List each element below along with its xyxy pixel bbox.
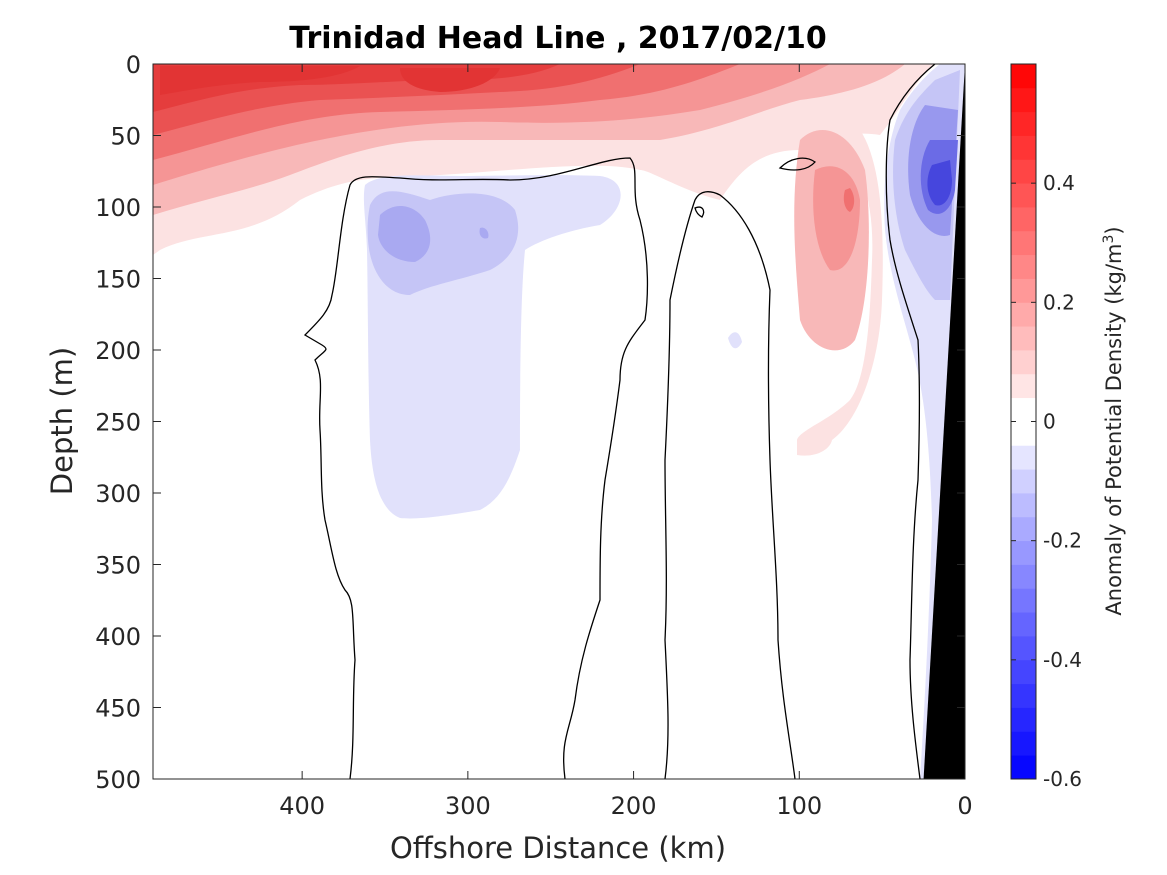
- colorbar-band: [1011, 397, 1036, 422]
- colorbar-band: [1011, 207, 1036, 232]
- colorbar-band: [1011, 302, 1036, 327]
- y-axis: 0 50 100 150 200 250 300 350 400 450 500: [95, 51, 965, 794]
- y-tick-label: 150: [95, 266, 141, 294]
- colorbar-band: [1011, 564, 1036, 589]
- zero-contour-loop-a: [778, 157, 816, 171]
- colorbar-band: [1011, 445, 1036, 470]
- colorbar-band: [1011, 731, 1036, 756]
- y-tick-label: 0: [126, 51, 141, 79]
- colorbar-ticks: 0.4 0.2 0 -0.2 -0.4 -0.6: [1011, 171, 1082, 791]
- negative-speck: [728, 332, 742, 349]
- x-tick-label: 100: [776, 792, 822, 820]
- plot-area: 400 300 200 100 0 0 50 100 150 200 250 300 350 400 45…: [95, 51, 972, 820]
- positive-core-west: [160, 66, 360, 95]
- x-tick-label: 300: [445, 792, 491, 820]
- zero-contour-west: [303, 157, 649, 779]
- y-tick-label: 250: [95, 409, 141, 437]
- colorbar-band: [1011, 421, 1036, 446]
- colorbar-label-main: Anomaly of Potential Density (kg/m: [1102, 244, 1126, 616]
- x-axis-label: Offshore Distance (km): [390, 831, 726, 865]
- colorbar-tick-label: -0.6: [1043, 767, 1082, 791]
- y-tick-label: 450: [95, 695, 141, 723]
- x-tick-label: 0: [957, 792, 972, 820]
- y-tick-label: 400: [95, 623, 141, 651]
- density-anomaly-field: [153, 64, 965, 779]
- colorbar-band: [1011, 755, 1036, 780]
- y-tick-label: 300: [95, 480, 141, 508]
- colorbar-band: [1011, 373, 1036, 399]
- colorbar-band: [1011, 254, 1036, 279]
- colorbar-band: [1011, 636, 1036, 661]
- colorbar-tick-label: 0.4: [1043, 171, 1075, 195]
- colorbar-band: [1011, 326, 1036, 351]
- x-tick-label: 400: [279, 792, 325, 820]
- colorbar-label-end: ): [1102, 226, 1126, 234]
- zero-contour-east: [885, 64, 936, 779]
- colorbar-band: [1011, 683, 1036, 708]
- y-tick-label: 350: [95, 552, 141, 580]
- colorbar-band: [1011, 707, 1036, 732]
- colorbar-tick-label: 0.2: [1043, 290, 1075, 314]
- colorbar-band: [1011, 350, 1036, 375]
- surface-positive-anomaly: [153, 64, 935, 255]
- y-tick-label: 200: [95, 337, 141, 365]
- colorbar-band: [1011, 135, 1036, 160]
- colorbar-band: [1011, 588, 1036, 613]
- colorbar-band: [1011, 87, 1036, 113]
- bathymetry-mask: [923, 64, 965, 779]
- colorbar-band: [1011, 540, 1036, 565]
- negative-spot: [479, 227, 489, 239]
- colorbar-band: [1011, 516, 1036, 542]
- colorbar-band: [1011, 612, 1036, 637]
- chart-title: Trinidad Head Line , 2017/02/10: [289, 21, 826, 56]
- zero-contour-middle: [664, 191, 796, 779]
- x-tick-label: 200: [611, 792, 657, 820]
- colorbar-band: [1011, 64, 1036, 89]
- colorbar: 0.4 0.2 0 -0.2 -0.4 -0.6: [1010, 63, 1082, 791]
- positive-core-mid: [400, 68, 500, 92]
- colorbar-band: [1011, 111, 1036, 136]
- colorbar-band: [1011, 159, 1036, 184]
- nearshore-band-5: [927, 160, 952, 206]
- y-tick-label: 50: [110, 123, 141, 151]
- negative-band-3: [378, 205, 431, 262]
- colorbar-label-sup: 3: [1101, 235, 1117, 244]
- colorbar-tick-label: -0.4: [1043, 648, 1082, 672]
- y-axis-label: Depth (m): [45, 347, 79, 495]
- colorbar-band: [1011, 493, 1036, 518]
- colorbar-bands: [1011, 64, 1036, 780]
- colorbar-band: [1011, 278, 1036, 303]
- colorbar-tick-label: -0.2: [1043, 529, 1082, 553]
- y-tick-label: 500: [95, 766, 141, 794]
- subsurface-negative-anomaly: [363, 175, 742, 519]
- colorbar-band: [1011, 183, 1036, 208]
- colorbar-band: [1011, 469, 1036, 494]
- colorbar-band: [1011, 659, 1036, 685]
- zero-contour-loop-b: [694, 206, 705, 218]
- shelf-positive-anomaly: [794, 120, 883, 456]
- x-axis: 400 300 200 100 0: [279, 64, 973, 820]
- zero-contours: [303, 64, 936, 779]
- colorbar-tick-label: 0: [1043, 410, 1056, 434]
- colorbar-band: [1011, 230, 1036, 256]
- shelf-band-4: [843, 188, 855, 212]
- colorbar-label: Anomaly of Potential Density (kg/m3): [1101, 226, 1126, 615]
- y-tick-label: 100: [95, 194, 141, 222]
